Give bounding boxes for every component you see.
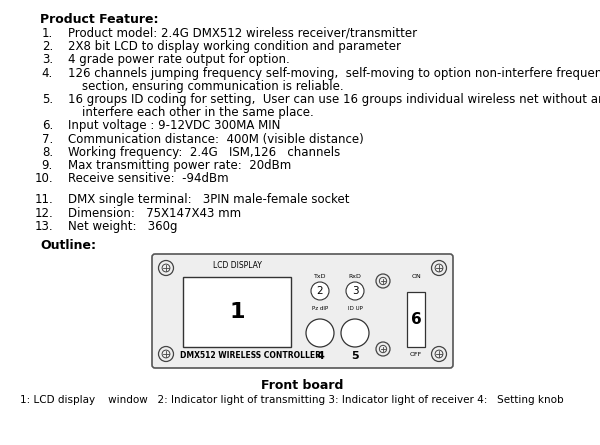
Text: 1: LCD display    window   2: Indicator light of transmitting 3: Indicator light: 1: LCD display window 2: Indicator light… [20,395,563,405]
Text: Outline:: Outline: [40,239,96,252]
Circle shape [379,345,386,352]
Circle shape [379,277,386,285]
Bar [407,292,425,347]
Text: 16 groups ID coding for setting,  User can use 16 groups individual wireless net: 16 groups ID coding for setting, User ca… [68,93,600,106]
Text: Dimension:   75X147X43 mm: Dimension: 75X147X43 mm [68,206,241,219]
Text: DMX512 WIRELESS CONTROLLER: DMX512 WIRELESS CONTROLLER [179,352,320,360]
Text: Pz dIP: Pz dIP [312,307,328,311]
Circle shape [435,264,443,272]
Text: TxD: TxD [314,274,326,279]
Text: 1.: 1. [42,27,53,40]
Text: ID UP: ID UP [347,307,362,311]
Circle shape [158,347,173,361]
Text: 126 channels jumping frequency self-moving,  self-moving to option non-interfere: 126 channels jumping frequency self-movi… [68,67,600,80]
Text: Input voltage : 9-12VDC 300MA MIN: Input voltage : 9-12VDC 300MA MIN [68,119,280,133]
Bar [183,277,291,347]
Text: 9.: 9. [42,159,53,172]
Circle shape [158,260,173,275]
Text: 6: 6 [410,312,421,327]
Text: Product model: 2.4G DMX512 wireless receiver/transmitter: Product model: 2.4G DMX512 wireless rece… [68,27,417,40]
Text: 10.: 10. [34,172,53,185]
Text: 13.: 13. [34,220,53,233]
Circle shape [346,282,364,300]
Text: interfere each other in the same place.: interfere each other in the same place. [82,106,314,119]
Text: 3: 3 [352,286,358,296]
Text: 4.: 4. [42,67,53,80]
Text: Receive sensitive:  -94dBm: Receive sensitive: -94dBm [68,172,229,185]
Text: 12.: 12. [34,206,53,219]
Text: 5.: 5. [42,93,53,106]
Text: 8.: 8. [42,146,53,159]
Text: Front board: Front board [262,379,344,392]
Text: 2X8 bit LCD to display working condition and parameter: 2X8 bit LCD to display working condition… [68,40,401,53]
Circle shape [306,319,334,347]
Circle shape [431,260,446,275]
Text: 4 grade power rate output for option.: 4 grade power rate output for option. [68,53,290,66]
Text: OFF: OFF [410,352,422,357]
Circle shape [376,274,390,288]
Text: 7.: 7. [42,133,53,146]
Text: Communication distance:  400M (visible distance): Communication distance: 400M (visible di… [68,133,364,146]
Text: RxD: RxD [349,274,361,279]
Text: 2.: 2. [42,40,53,53]
Text: Max transmitting power rate:  20dBm: Max transmitting power rate: 20dBm [68,159,291,172]
FancyBboxPatch shape [152,254,453,368]
Text: 2: 2 [317,286,323,296]
Circle shape [435,350,443,358]
Text: 3.: 3. [42,53,53,66]
Text: Product Feature:: Product Feature: [40,13,158,26]
Circle shape [341,319,369,347]
Text: Working frequency:  2.4G   ISM,126   channels: Working frequency: 2.4G ISM,126 channels [68,146,340,159]
Circle shape [162,350,170,358]
Circle shape [376,342,390,356]
Text: DMX single terminal:   3PIN male-female socket: DMX single terminal: 3PIN male-female so… [68,193,349,206]
Text: ON: ON [412,274,422,279]
Text: 11.: 11. [34,193,53,206]
Circle shape [162,264,170,272]
Text: Net weight:   360g: Net weight: 360g [68,220,178,233]
Text: 4: 4 [316,351,324,361]
Text: section, ensuring communication is reliable.: section, ensuring communication is relia… [82,80,344,93]
Text: 1: 1 [229,302,245,322]
Text: 5: 5 [351,351,359,361]
Text: LCD DISPLAY: LCD DISPLAY [212,262,262,271]
Circle shape [311,282,329,300]
Text: 6.: 6. [42,119,53,133]
Circle shape [431,347,446,361]
